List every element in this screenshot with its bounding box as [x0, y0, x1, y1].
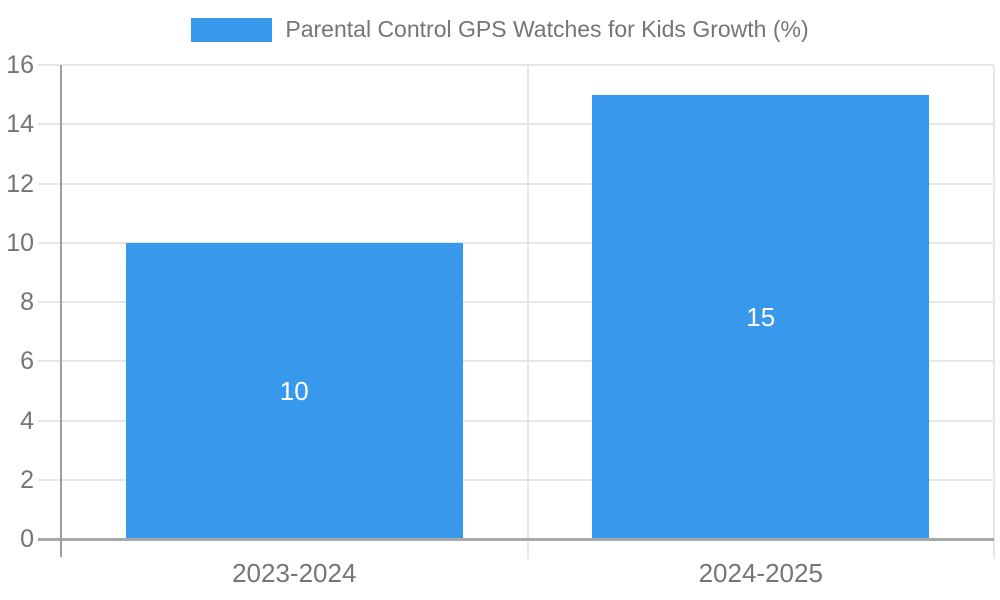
- y-tick-label: 4: [20, 406, 34, 435]
- y-gridline: [38, 301, 994, 303]
- y-gridline: [38, 182, 994, 185]
- legend-swatch: [191, 17, 273, 42]
- y-gridline: [38, 360, 994, 363]
- y-axis-line: [60, 65, 62, 557]
- x-axis-line: [38, 538, 994, 541]
- bar-value-label: 10: [279, 375, 309, 406]
- y-tick-label: 14: [6, 110, 34, 139]
- bar: [125, 242, 463, 540]
- y-tick-label: 10: [6, 228, 34, 257]
- bar: [592, 94, 930, 540]
- y-gridline: [38, 123, 994, 126]
- y-tick-label: 8: [20, 288, 34, 316]
- y-gridline: [38, 478, 994, 481]
- legend-label: Parental Control GPS Watches for Kids Gr…: [285, 16, 809, 42]
- y-tick-label: 6: [20, 347, 34, 376]
- plot-right-border: [993, 65, 995, 559]
- y-tick-label: 0: [20, 525, 34, 553]
- y-tick-label: 12: [6, 169, 34, 198]
- bar-value-label: 15: [746, 301, 776, 332]
- chart-legend: Parental Control GPS Watches for Kids Gr…: [0, 16, 1000, 43]
- x-tick-label: 2024-2025: [698, 558, 823, 588]
- y-tick-label: 2: [20, 465, 34, 494]
- y-gridline: [38, 419, 994, 422]
- y-gridline: [38, 64, 994, 66]
- y-tick-label: 16: [6, 51, 34, 79]
- category-divider: [526, 65, 529, 559]
- x-tick-label: 2023-2024: [232, 558, 357, 588]
- y-gridline: [38, 241, 994, 244]
